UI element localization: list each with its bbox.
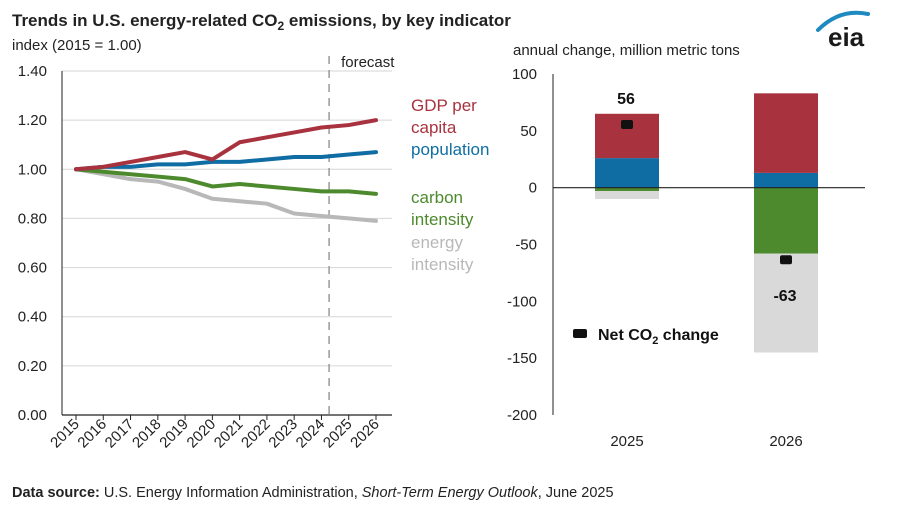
left-x-tick-label: 2019: [156, 416, 192, 452]
series-line-population: [74, 150, 378, 172]
source-note: Data source: U.S. Energy Information Adm…: [12, 485, 614, 501]
right-y-tick-label: -100: [507, 293, 537, 310]
left-grid: [61, 70, 392, 416]
eia-logo: eia: [816, 10, 870, 52]
series-label: intensity: [411, 255, 474, 274]
left-y-tick-label: 0.60: [18, 260, 47, 277]
net-change-markers: 56 -63: [617, 91, 797, 305]
left-x-tick-label: 2023: [265, 416, 301, 452]
left-x-tick-label: 2020: [184, 416, 220, 452]
right-y-tick-label: 100: [512, 66, 537, 83]
left-x-tick-label: 2021: [211, 416, 247, 452]
left-x-ticks: 2015201620172018201920202021202220232024…: [47, 415, 383, 451]
left-y-tick-label: 0.40: [18, 309, 47, 326]
right-y-tick-label: -150: [507, 350, 537, 367]
series-label: capita: [411, 118, 457, 137]
bar-segment-energy-intensity: [595, 191, 659, 200]
left-x-tick-label: 2015: [47, 416, 83, 452]
left-y-axis-label: index (2015 = 1.00): [12, 37, 142, 54]
bar-segment-population: [754, 172, 818, 188]
series-label: intensity: [411, 210, 474, 229]
right-y-tick-label: -200: [507, 407, 537, 424]
series-line-carbon-intensity: [74, 167, 378, 196]
net-change-marker: [621, 120, 633, 130]
right-x-tick-label: 2026: [769, 433, 802, 450]
left-x-tick-label: 2022: [238, 416, 274, 452]
series-line-GDP-per-capita: [74, 118, 378, 172]
left-y-tick-label: 1.00: [18, 161, 47, 178]
right-x-ticks: 2025 2026: [610, 433, 802, 450]
bar-segment-GDP-per-capita: [754, 93, 818, 173]
left-x-tick-label: 2024: [293, 416, 329, 452]
net-change-label: -63: [773, 288, 796, 305]
svg-text:eia: eia: [828, 22, 865, 52]
forecast-label: forecast: [341, 54, 395, 71]
left-series-labels: GDP per capita population carbon intensity en…: [411, 96, 489, 274]
series-label: population: [411, 140, 489, 159]
series-label: carbon: [411, 188, 463, 207]
legend-label: Net CO2 change: [598, 327, 719, 347]
series-line-energy-intensity: [74, 167, 378, 223]
left-x-tick-label: 2025: [320, 416, 356, 452]
bar-segment-carbon-intensity: [595, 187, 659, 192]
right-y-tick-label: 0: [529, 180, 537, 197]
bar-segment-population: [595, 158, 659, 188]
right-y-ticks: 100 50 0 -50 -100 -150 -200: [507, 66, 537, 424]
net-change-marker: [780, 255, 792, 265]
right-x-tick-label: 2025: [610, 433, 643, 450]
left-y-tick-label: 0.00: [18, 407, 47, 424]
left-y-tick-label: 0.20: [18, 358, 47, 375]
left-y-tick-label: 1.20: [18, 112, 47, 129]
net-change-legend: Net CO2 change: [573, 327, 719, 347]
series-label: energy: [411, 233, 463, 252]
left-y-tick-label: 1.40: [18, 63, 47, 80]
left-y-tick-label: 0.80: [18, 210, 47, 227]
left-x-tick-label: 2017: [102, 416, 138, 452]
left-x-tick-label: 2018: [129, 416, 165, 452]
right-y-tick-label: 50: [520, 123, 537, 140]
right-y-tick-label: -50: [515, 237, 537, 254]
left-y-ticks: 0.00 0.20 0.40 0.60 0.80 1.00 1.20 1.40: [18, 63, 47, 424]
legend-marker: [573, 329, 587, 338]
right-y-axis-label: annual change, million metric tons: [513, 42, 740, 59]
bar-segment-carbon-intensity: [754, 187, 818, 254]
chart-title: Trends in U.S. energy-related CO2 emissi…: [12, 11, 511, 33]
left-x-tick-label: 2026: [347, 416, 383, 452]
left-x-tick-label: 2016: [74, 416, 110, 452]
left-series: [74, 118, 378, 223]
series-label: GDP per: [411, 96, 477, 115]
bar-segment-energy-intensity: [754, 253, 818, 353]
net-change-label: 56: [617, 91, 635, 108]
right-bars: [553, 93, 865, 353]
